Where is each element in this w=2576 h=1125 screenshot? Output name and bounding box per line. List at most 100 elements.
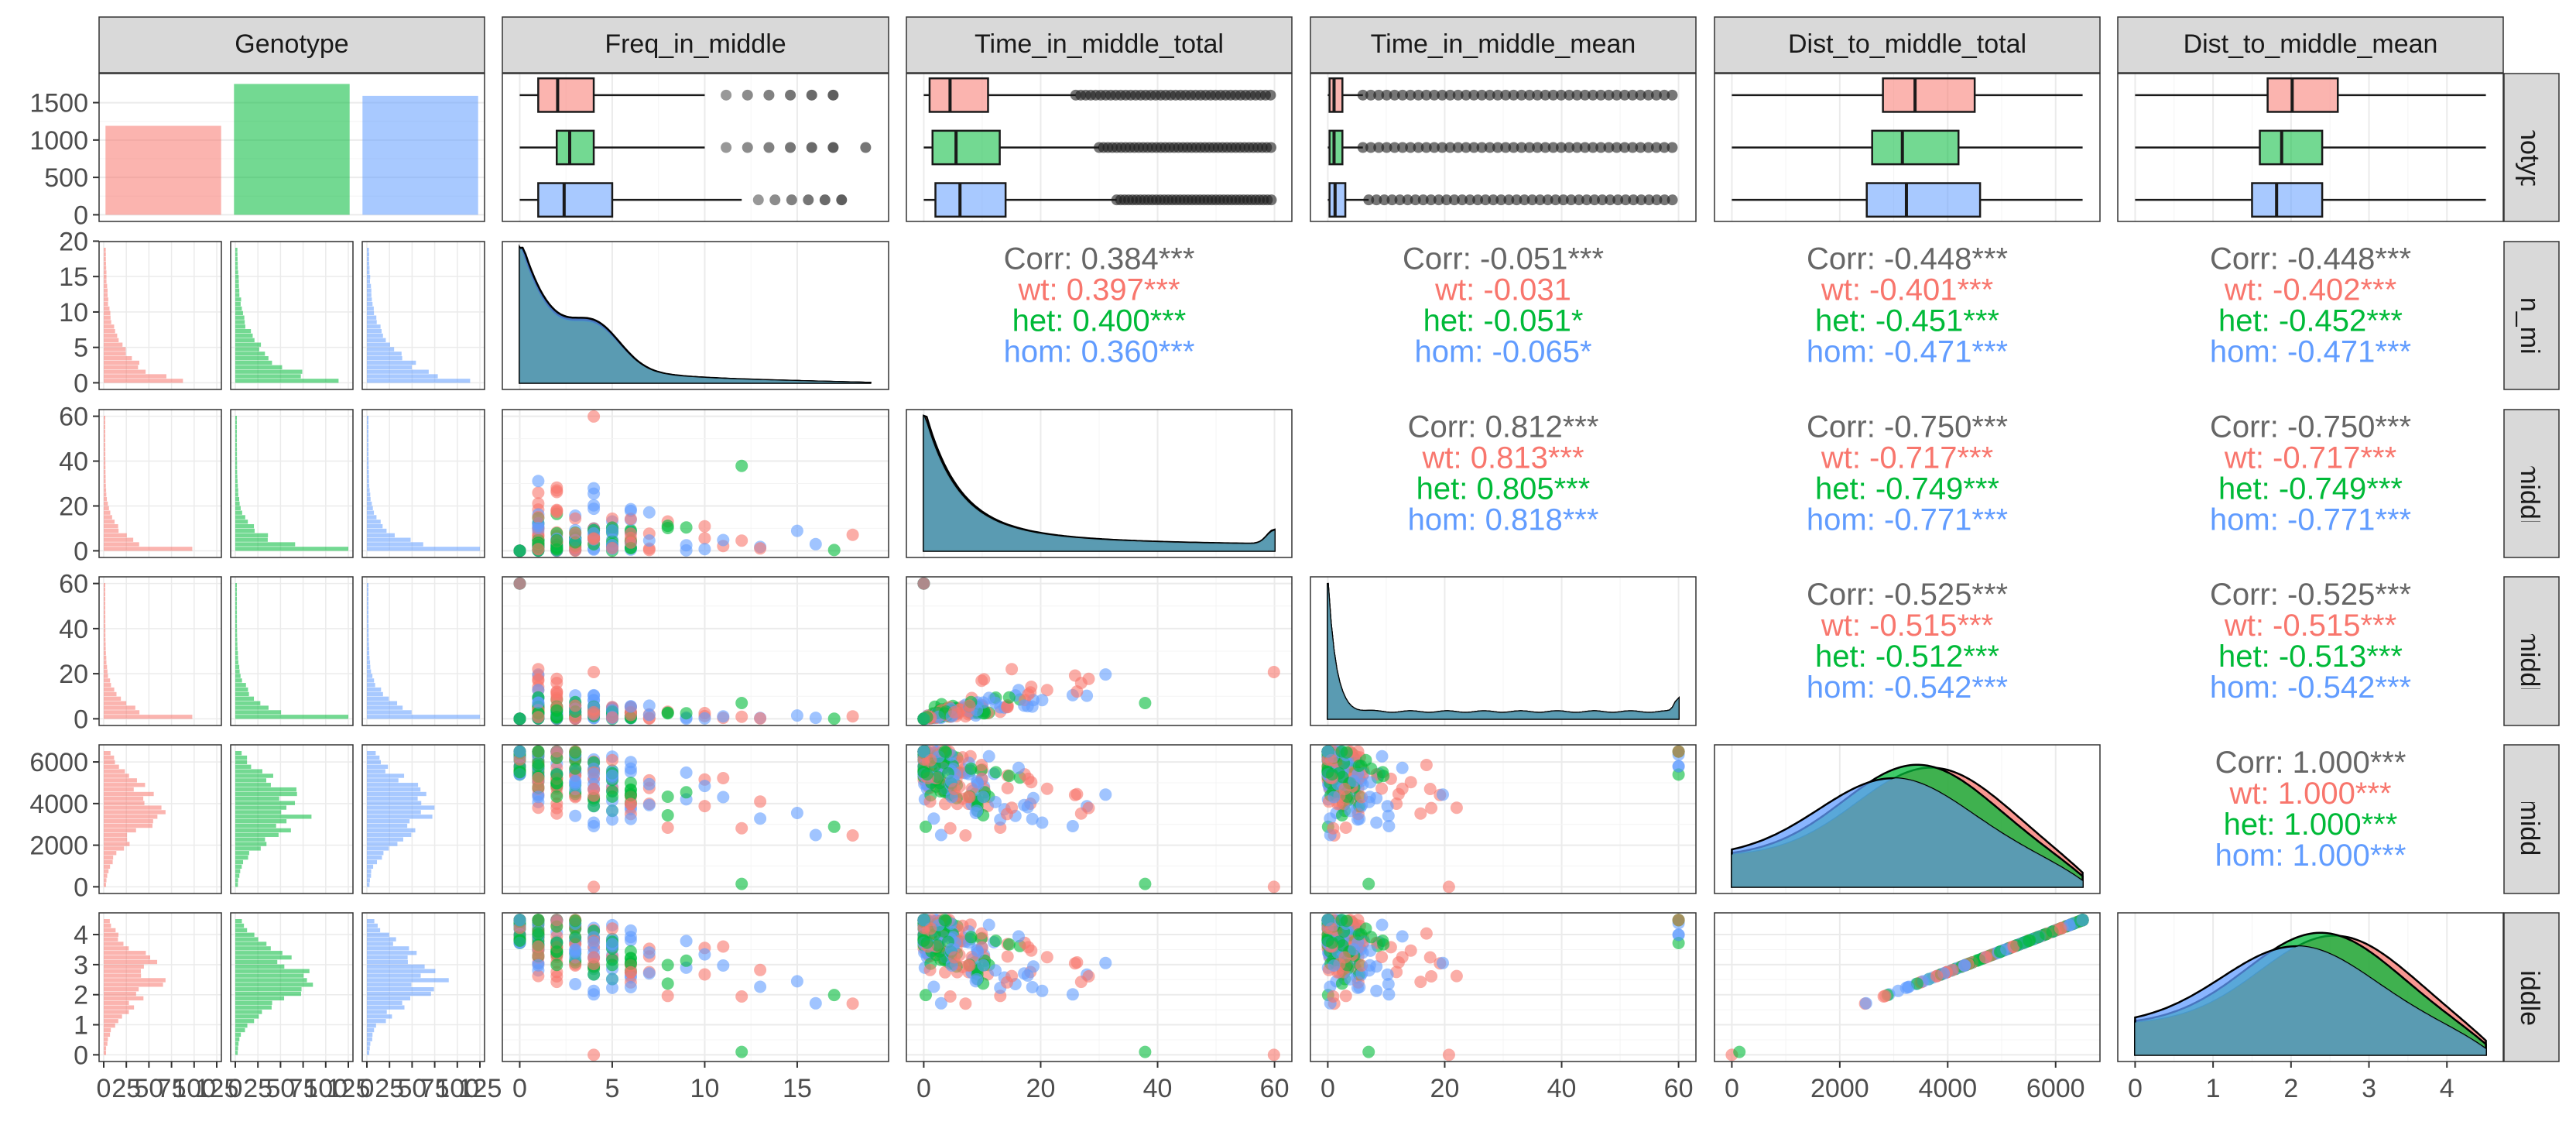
scatter-point-wt	[944, 990, 957, 1003]
box-outlier	[1595, 89, 1607, 101]
hist-bar-wt	[104, 932, 119, 937]
bar-hom	[362, 95, 478, 215]
scatter-point-het	[735, 697, 748, 709]
hist-bar-hom	[367, 937, 396, 942]
panel-border	[230, 744, 354, 894]
scatter-point-hom	[624, 502, 637, 516]
scatter-point-het	[532, 745, 545, 758]
x-tick-label: 20	[1026, 1074, 1056, 1103]
box-outlier	[1555, 89, 1567, 101]
box-outlier	[742, 89, 753, 101]
scatter-point-wt	[1267, 666, 1280, 678]
box-outlier	[1413, 142, 1424, 153]
hist-bar-hom	[367, 801, 422, 805]
hist-bar-hom	[367, 443, 369, 448]
box-outlier	[1503, 194, 1515, 206]
hist-bar-het	[235, 928, 248, 933]
x-tick-label: 3	[2362, 1074, 2376, 1103]
hist-bar-wt	[104, 1014, 122, 1019]
correlation-text: hom: -0.471***	[1807, 335, 2008, 369]
hist-bar-wt	[104, 537, 134, 542]
box-outlier	[1363, 194, 1375, 206]
box-outlier	[860, 142, 872, 153]
hist-bar-het	[235, 823, 276, 828]
scatter-point-wt	[735, 710, 748, 723]
hist-bar-het	[235, 873, 240, 878]
scatter-point-hom	[532, 521, 545, 534]
hist-bar-hom	[367, 678, 375, 683]
box-outlier	[1540, 142, 1551, 153]
panel-border	[361, 744, 485, 894]
box-outlier	[1448, 194, 1460, 206]
hist-bar-hom	[367, 451, 369, 456]
hist-bar-wt	[104, 488, 107, 492]
x-tick-label: 75	[289, 1074, 318, 1103]
hist-bar-wt	[104, 605, 106, 610]
hist-bar-het	[235, 769, 262, 773]
scatter-point-wt	[698, 800, 711, 813]
scatter-point-hom	[587, 482, 601, 495]
scatter-point-hom	[1321, 745, 1334, 758]
hist-bar-hom	[367, 815, 433, 819]
panel-border	[1310, 73, 1697, 222]
correlation-block: Corr: -0.525***wt: -0.515***het: -0.513*…	[2210, 578, 2411, 705]
panel-border	[230, 241, 354, 390]
hist-bar-wt	[104, 483, 106, 488]
hist-bar-hom	[367, 583, 369, 588]
box-outlier	[1557, 194, 1569, 206]
row-strip-label: eq_in_midd	[2515, 248, 2544, 384]
scatter-point-het	[827, 989, 841, 1002]
hist-bar-hom	[367, 1046, 370, 1051]
hist-bar-het	[235, 329, 252, 334]
box-outlier	[1413, 89, 1424, 101]
panel-border	[361, 409, 485, 558]
box-outlier	[1579, 142, 1591, 153]
scatter-point-het	[680, 521, 693, 534]
hist-bar-het	[235, 528, 255, 533]
scatter-point-hom	[1344, 804, 1357, 818]
scatter-point-hom	[1036, 816, 1049, 829]
hist-bar-het	[235, 973, 304, 978]
x-tick-label: 2000	[1810, 1074, 1869, 1103]
box-outlier	[1628, 194, 1639, 206]
panel-border	[1714, 73, 2101, 222]
hist-bar-het	[235, 324, 245, 329]
hist-bar-hom	[367, 642, 369, 647]
scatter-point-wt	[569, 791, 582, 804]
hist-bar-hom	[367, 664, 371, 669]
scatter-point-hom	[698, 948, 711, 961]
row-strip-label: Genotype	[2515, 91, 2544, 204]
scatter-point-het	[827, 544, 841, 557]
scatter-point-het	[624, 789, 637, 802]
scatter-point-wt	[1339, 990, 1352, 1003]
box-outlier	[1357, 142, 1368, 153]
hist-bar-wt	[104, 1046, 107, 1051]
hist-bar-wt	[104, 755, 115, 760]
y-tick-label: 1000	[29, 126, 88, 156]
hist-bar-het	[235, 474, 238, 479]
panel-border	[502, 576, 889, 726]
hist-bar-hom	[367, 773, 405, 778]
scatter-point-het	[624, 945, 637, 958]
hist-bar-wt	[104, 973, 142, 978]
box-outlier	[1636, 194, 1647, 206]
box-outlier	[1659, 89, 1670, 101]
box-outlier	[1365, 89, 1376, 101]
hist-bar-het	[235, 261, 238, 266]
scatter-point-wt	[1267, 1048, 1280, 1062]
box-outlier	[1488, 194, 1499, 206]
hist-bar-het	[235, 828, 291, 833]
box-hom	[537, 182, 614, 218]
correlation-text: het: -0.749***	[2218, 472, 2403, 506]
hist-bar-hom	[367, 610, 369, 615]
box-outlier	[1643, 194, 1655, 206]
hist-bar-het	[235, 347, 259, 352]
scatter-point-wt	[587, 666, 601, 678]
hist-bar-wt	[104, 696, 122, 701]
hist-bar-hom	[367, 873, 372, 878]
hist-bar-het	[235, 1019, 255, 1024]
hist-bar-hom	[367, 760, 382, 765]
scatter-point-hom	[698, 543, 711, 556]
row-strip	[2503, 241, 2560, 390]
scatter-point-hom	[587, 984, 601, 997]
